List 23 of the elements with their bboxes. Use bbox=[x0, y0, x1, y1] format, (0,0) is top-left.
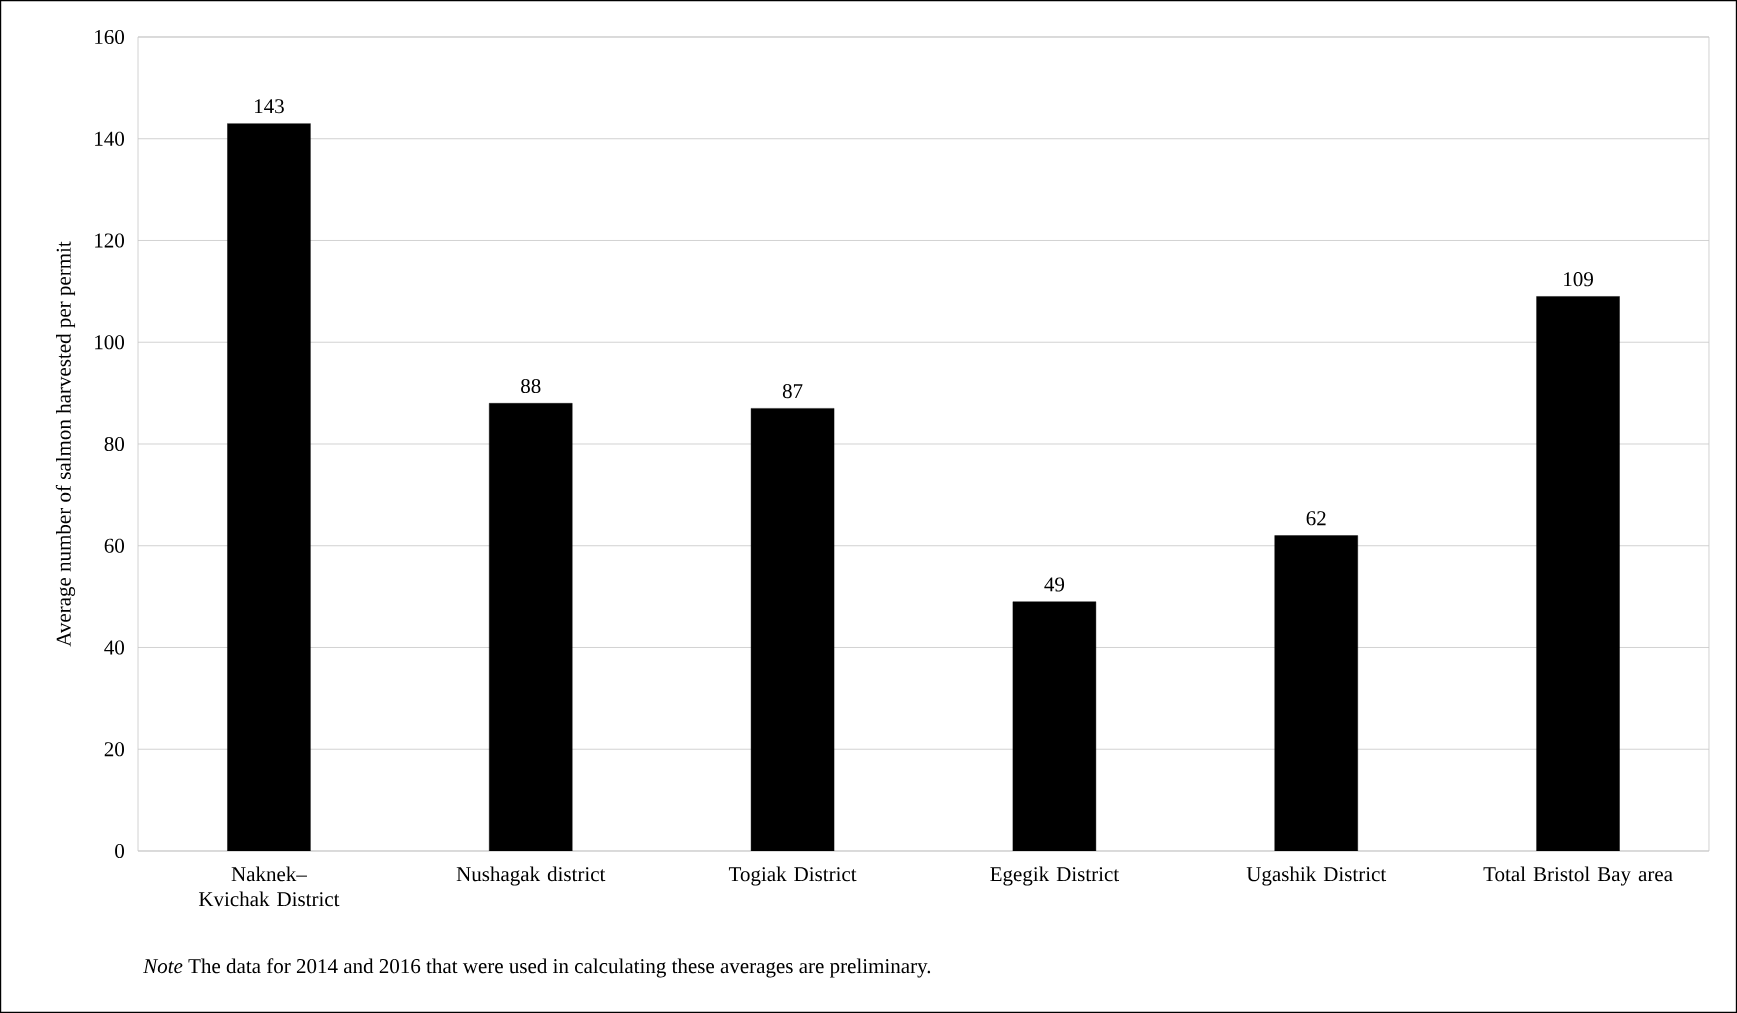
y-tick-label: 140 bbox=[95, 131, 125, 146]
y-tick-label: 80 bbox=[104, 436, 125, 452]
data-label: 88 bbox=[521, 378, 541, 394]
data-label: 49 bbox=[1044, 577, 1065, 592]
x-tick-label: Naknek–Kvichak District bbox=[198, 866, 340, 907]
x-tick-label: Nushagak district bbox=[456, 866, 606, 886]
data-label: 143 bbox=[255, 99, 284, 114]
data-label: 109 bbox=[1564, 272, 1593, 287]
y-tick-label: 120 bbox=[95, 233, 125, 248]
y-tick-label: 160 bbox=[95, 29, 125, 45]
y-tick-label: 20 bbox=[104, 742, 125, 757]
y-tick-label: 0 bbox=[115, 843, 125, 859]
y-axis-title: Average number of salmon harvested per permit bbox=[55, 241, 76, 647]
x-tick-label: Total Bristol Bay area bbox=[1483, 866, 1673, 886]
y-tick-label: 40 bbox=[104, 640, 125, 655]
text: Note The data for 2014 and 2016 that were used in calculating these averages are preliminary. bbox=[143, 958, 931, 978]
y-tick-label: 100 bbox=[95, 335, 125, 350]
data-label: 87 bbox=[782, 384, 803, 399]
y-tick-label: 60 bbox=[104, 538, 125, 553]
x-tick-label: Togiak District bbox=[728, 866, 857, 886]
x-tick-label: Egegik District bbox=[990, 866, 1120, 886]
data-label: 62 bbox=[1306, 511, 1326, 526]
x-tick-label: Ugashik District bbox=[1246, 866, 1387, 886]
